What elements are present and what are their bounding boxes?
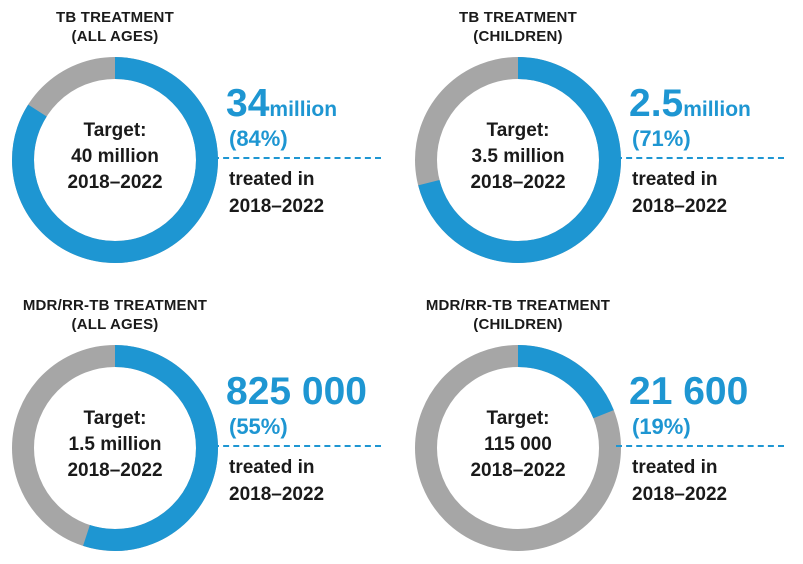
donut-chart: [415, 345, 621, 551]
target-label-block: Target: 115 000 2018–2022: [440, 406, 596, 484]
panel-title: TB TREATMENT (CHILDREN): [413, 8, 623, 46]
target-label-block: Target: 1.5 million 2018–2022: [37, 406, 193, 484]
target-value: 40 million: [71, 146, 159, 167]
treated-note-line2: 2018–2022: [229, 196, 325, 217]
achieved-value-block: 34million: [226, 82, 337, 132]
dashed-leader-line: [616, 445, 784, 447]
target-value: 115 000: [484, 434, 552, 455]
donut-chart: [12, 57, 218, 263]
dashed-leader-line: [616, 157, 784, 159]
achieved-value: 34: [226, 82, 270, 125]
achieved-value: 2.5: [629, 82, 684, 125]
panel-title-line1: MDR/RR-TB TREATMENT: [425, 297, 611, 314]
panel-title-line2: (CHILDREN): [473, 28, 563, 45]
panel-title-line2: (ALL AGES): [71, 28, 159, 45]
achieved-value-block: 2.5million: [629, 82, 751, 132]
target-label-block: Target: 3.5 million 2018–2022: [440, 118, 596, 196]
mdr-rr-tb-treatment-children-panel: MDR/RR-TB TREATMENT (CHILDREN) Target: 1…: [403, 288, 803, 564]
target-label-block: Target: 40 million 2018–2022: [37, 118, 193, 196]
achieved-value-block: 825 000: [226, 370, 367, 420]
panel-title: MDR/RR-TB TREATMENT (ALL AGES): [10, 296, 220, 334]
treated-note-line1: treated in: [632, 169, 718, 190]
panel-title: MDR/RR-TB TREATMENT (CHILDREN): [413, 296, 623, 334]
panel-title-line1: MDR/RR-TB TREATMENT: [22, 297, 208, 314]
achieved-percent: (19%): [632, 414, 691, 439]
panel-title-line2: (CHILDREN): [473, 316, 563, 333]
achieved-value: 21 600: [629, 370, 749, 413]
achieved-unit: million: [683, 98, 751, 121]
treated-note-line1: treated in: [632, 457, 718, 478]
treated-note: treated in 2018–2022: [229, 166, 324, 220]
mdr-rr-tb-treatment-all-ages-panel: MDR/RR-TB TREATMENT (ALL AGES) Target: 1…: [0, 288, 400, 564]
treated-note-line2: 2018–2022: [632, 196, 728, 217]
panel-title: TB TREATMENT (ALL AGES): [10, 8, 220, 46]
target-value: 3.5 million: [471, 146, 565, 167]
target-label: Target:: [486, 408, 550, 429]
panel-title-line1: TB TREATMENT: [459, 9, 577, 26]
treated-note-line1: treated in: [229, 457, 315, 478]
tb-treatment-children-panel: TB TREATMENT (CHILDREN) Target: 3.5 mill…: [403, 0, 803, 276]
target-value: 1.5 million: [68, 434, 162, 455]
tb-treatment-all-ages-panel: TB TREATMENT (ALL AGES) Target: 40 milli…: [0, 0, 400, 276]
target-label: Target:: [83, 408, 147, 429]
donut-achieved-segment: [12, 345, 218, 551]
target-period: 2018–2022: [470, 172, 566, 193]
dashed-leader-line: [213, 445, 381, 447]
donut-achieved-segment: [415, 57, 621, 263]
achieved-percent: (55%): [229, 414, 288, 439]
treated-note: treated in 2018–2022: [632, 166, 727, 220]
dashed-leader-line: [213, 157, 381, 159]
achieved-value-block: 21 600: [629, 370, 748, 420]
donut-achieved-segment: [12, 57, 218, 263]
panel-title-line2: (ALL AGES): [71, 316, 159, 333]
achieved-value: 825 000: [226, 370, 367, 413]
donut-chart: [12, 345, 218, 551]
achieved-percent: (71%): [632, 126, 691, 151]
treated-note-line2: 2018–2022: [632, 484, 728, 505]
achieved-percent: (84%): [229, 126, 288, 151]
target-label: Target:: [486, 120, 550, 141]
achieved-unit: million: [269, 98, 338, 121]
target-period: 2018–2022: [67, 460, 163, 481]
donut-achieved-segment: [415, 345, 621, 551]
treated-note: treated in 2018–2022: [632, 454, 727, 508]
panel-title-line1: TB TREATMENT: [56, 9, 174, 26]
donut-chart: [415, 57, 621, 263]
target-period: 2018–2022: [67, 172, 163, 193]
treated-note-line2: 2018–2022: [229, 484, 325, 505]
target-period: 2018–2022: [470, 460, 566, 481]
target-label: Target:: [83, 120, 147, 141]
treated-note-line1: treated in: [229, 169, 315, 190]
treated-note: treated in 2018–2022: [229, 454, 324, 508]
